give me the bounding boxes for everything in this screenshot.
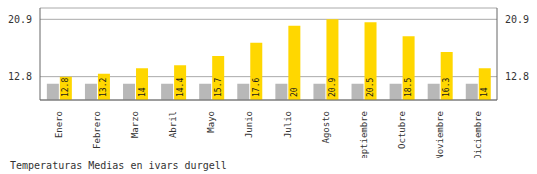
svg-text:Marzo: Marzo — [130, 111, 140, 138]
svg-text:Abril: Abril — [168, 111, 178, 138]
svg-text:20.9: 20.9 — [505, 14, 529, 25]
html-text:Temperaturas Medias en ivars d: Temperaturas Medias en ivars durgell — [10, 160, 227, 171]
svg-text:Septiembre: Septiembre — [359, 111, 369, 158]
svg-text:18.5: 18.5 — [404, 78, 413, 97]
svg-text:12.8: 12.8 — [61, 78, 70, 97]
svg-text:13.2: 13.2 — [99, 78, 108, 97]
svg-text:16.3: 16.3 — [442, 78, 451, 97]
svg-text:20: 20 — [290, 87, 299, 97]
svg-text:12.8: 12.8 — [8, 71, 32, 82]
svg-text:Mayo: Mayo — [206, 111, 216, 133]
svg-text:Febrero: Febrero — [92, 111, 102, 149]
svg-text:Diciembre: Diciembre — [473, 111, 483, 158]
svg-text:14: 14 — [138, 87, 147, 97]
svg-text:Agosto: Agosto — [321, 111, 331, 144]
svg-text:17.6: 17.6 — [252, 78, 261, 97]
svg-text:Enero: Enero — [54, 111, 64, 138]
svg-text:20.9: 20.9 — [328, 78, 337, 97]
svg-text:12.8: 12.8 — [505, 71, 529, 82]
svg-text:Junio: Junio — [244, 111, 254, 138]
svg-text:15.7: 15.7 — [214, 78, 223, 97]
svg-text:20.5: 20.5 — [366, 78, 375, 97]
svg-text:Octubre: Octubre — [397, 111, 407, 149]
svg-text:20.9: 20.9 — [8, 14, 32, 25]
svg-text:Noviembre: Noviembre — [435, 111, 445, 158]
svg-text:14.4: 14.4 — [176, 78, 185, 97]
svg-text:14: 14 — [480, 87, 489, 97]
svg-text:Julio: Julio — [283, 111, 293, 138]
